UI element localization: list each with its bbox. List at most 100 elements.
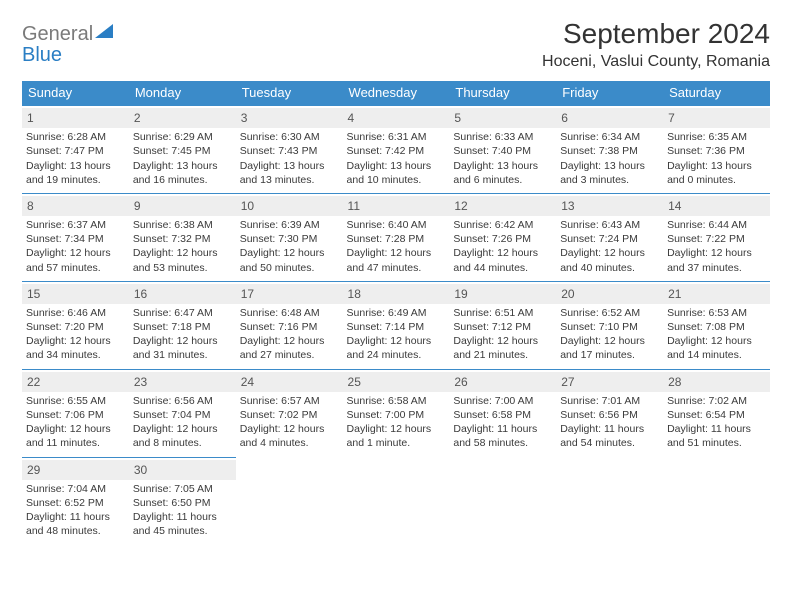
day-number: 22 xyxy=(22,372,129,392)
blank-cell xyxy=(663,457,770,544)
day-cell: 13Sunrise: 6:43 AMSunset: 7:24 PMDayligh… xyxy=(556,193,663,281)
day-details: Sunrise: 6:58 AMSunset: 7:00 PMDaylight:… xyxy=(347,394,446,451)
day-number: 6 xyxy=(556,108,663,128)
day-number: 17 xyxy=(236,284,343,304)
day-number: 8 xyxy=(22,196,129,216)
day-cell: 4Sunrise: 6:31 AMSunset: 7:42 PMDaylight… xyxy=(343,106,450,194)
day-details: Sunrise: 6:31 AMSunset: 7:42 PMDaylight:… xyxy=(347,130,446,187)
day-number: 29 xyxy=(22,460,129,480)
day-cell: 16Sunrise: 6:47 AMSunset: 7:18 PMDayligh… xyxy=(129,281,236,369)
day-number: 3 xyxy=(236,108,343,128)
day-number: 7 xyxy=(663,108,770,128)
weekday-header: Wednesday xyxy=(343,81,450,106)
day-cell: 28Sunrise: 7:02 AMSunset: 6:54 PMDayligh… xyxy=(663,369,770,457)
logo: General Blue xyxy=(22,18,113,66)
day-details: Sunrise: 6:44 AMSunset: 7:22 PMDaylight:… xyxy=(667,218,766,275)
day-number: 19 xyxy=(449,284,556,304)
day-cell: 18Sunrise: 6:49 AMSunset: 7:14 PMDayligh… xyxy=(343,281,450,369)
day-details: Sunrise: 6:38 AMSunset: 7:32 PMDaylight:… xyxy=(133,218,232,275)
blank-cell xyxy=(236,457,343,544)
blank-cell xyxy=(449,457,556,544)
day-details: Sunrise: 6:35 AMSunset: 7:36 PMDaylight:… xyxy=(667,130,766,187)
day-cell: 24Sunrise: 6:57 AMSunset: 7:02 PMDayligh… xyxy=(236,369,343,457)
day-cell: 23Sunrise: 6:56 AMSunset: 7:04 PMDayligh… xyxy=(129,369,236,457)
day-details: Sunrise: 6:48 AMSunset: 7:16 PMDaylight:… xyxy=(240,306,339,363)
day-cell: 10Sunrise: 6:39 AMSunset: 7:30 PMDayligh… xyxy=(236,193,343,281)
day-cell: 6Sunrise: 6:34 AMSunset: 7:38 PMDaylight… xyxy=(556,106,663,194)
day-number: 30 xyxy=(129,460,236,480)
day-details: Sunrise: 6:33 AMSunset: 7:40 PMDaylight:… xyxy=(453,130,552,187)
day-number: 18 xyxy=(343,284,450,304)
day-details: Sunrise: 6:52 AMSunset: 7:10 PMDaylight:… xyxy=(560,306,659,363)
logo-general: General xyxy=(22,23,93,45)
day-details: Sunrise: 6:46 AMSunset: 7:20 PMDaylight:… xyxy=(26,306,125,363)
calendar-body: 1Sunrise: 6:28 AMSunset: 7:47 PMDaylight… xyxy=(22,106,770,545)
day-cell: 29Sunrise: 7:04 AMSunset: 6:52 PMDayligh… xyxy=(22,457,129,544)
day-details: Sunrise: 6:47 AMSunset: 7:18 PMDaylight:… xyxy=(133,306,232,363)
day-details: Sunrise: 6:56 AMSunset: 7:04 PMDaylight:… xyxy=(133,394,232,451)
day-details: Sunrise: 6:42 AMSunset: 7:26 PMDaylight:… xyxy=(453,218,552,275)
day-details: Sunrise: 6:49 AMSunset: 7:14 PMDaylight:… xyxy=(347,306,446,363)
day-cell: 2Sunrise: 6:29 AMSunset: 7:45 PMDaylight… xyxy=(129,106,236,194)
day-number: 24 xyxy=(236,372,343,392)
day-cell: 21Sunrise: 6:53 AMSunset: 7:08 PMDayligh… xyxy=(663,281,770,369)
day-details: Sunrise: 6:39 AMSunset: 7:30 PMDaylight:… xyxy=(240,218,339,275)
day-details: Sunrise: 6:28 AMSunset: 7:47 PMDaylight:… xyxy=(26,130,125,187)
day-number: 12 xyxy=(449,196,556,216)
day-details: Sunrise: 6:40 AMSunset: 7:28 PMDaylight:… xyxy=(347,218,446,275)
day-details: Sunrise: 6:34 AMSunset: 7:38 PMDaylight:… xyxy=(560,130,659,187)
day-number: 9 xyxy=(129,196,236,216)
day-number: 14 xyxy=(663,196,770,216)
weekday-header: Monday xyxy=(129,81,236,106)
day-number: 26 xyxy=(449,372,556,392)
day-number: 13 xyxy=(556,196,663,216)
header-row: General Blue September 2024 Hoceni, Vasl… xyxy=(22,18,770,71)
title-block: September 2024 Hoceni, Vaslui County, Ro… xyxy=(542,18,770,71)
day-number: 21 xyxy=(663,284,770,304)
day-number: 1 xyxy=(22,108,129,128)
day-details: Sunrise: 6:30 AMSunset: 7:43 PMDaylight:… xyxy=(240,130,339,187)
day-cell: 19Sunrise: 6:51 AMSunset: 7:12 PMDayligh… xyxy=(449,281,556,369)
day-details: Sunrise: 7:05 AMSunset: 6:50 PMDaylight:… xyxy=(133,482,232,539)
day-cell: 27Sunrise: 7:01 AMSunset: 6:56 PMDayligh… xyxy=(556,369,663,457)
weekday-header: Saturday xyxy=(663,81,770,106)
day-cell: 3Sunrise: 6:30 AMSunset: 7:43 PMDaylight… xyxy=(236,106,343,194)
day-details: Sunrise: 7:04 AMSunset: 6:52 PMDaylight:… xyxy=(26,482,125,539)
blank-cell xyxy=(556,457,663,544)
day-details: Sunrise: 7:01 AMSunset: 6:56 PMDaylight:… xyxy=(560,394,659,451)
location-subtitle: Hoceni, Vaslui County, Romania xyxy=(542,53,770,71)
day-cell: 7Sunrise: 6:35 AMSunset: 7:36 PMDaylight… xyxy=(663,106,770,194)
day-cell: 15Sunrise: 6:46 AMSunset: 7:20 PMDayligh… xyxy=(22,281,129,369)
day-cell: 17Sunrise: 6:48 AMSunset: 7:16 PMDayligh… xyxy=(236,281,343,369)
day-cell: 14Sunrise: 6:44 AMSunset: 7:22 PMDayligh… xyxy=(663,193,770,281)
logo-sail-icon xyxy=(95,24,113,38)
day-details: Sunrise: 6:51 AMSunset: 7:12 PMDaylight:… xyxy=(453,306,552,363)
day-number: 27 xyxy=(556,372,663,392)
day-cell: 11Sunrise: 6:40 AMSunset: 7:28 PMDayligh… xyxy=(343,193,450,281)
day-number: 4 xyxy=(343,108,450,128)
day-details: Sunrise: 7:02 AMSunset: 6:54 PMDaylight:… xyxy=(667,394,766,451)
day-details: Sunrise: 6:57 AMSunset: 7:02 PMDaylight:… xyxy=(240,394,339,451)
day-cell: 1Sunrise: 6:28 AMSunset: 7:47 PMDaylight… xyxy=(22,106,129,194)
day-number: 10 xyxy=(236,196,343,216)
page-title: September 2024 xyxy=(542,18,770,50)
day-details: Sunrise: 6:29 AMSunset: 7:45 PMDaylight:… xyxy=(133,130,232,187)
day-details: Sunrise: 6:55 AMSunset: 7:06 PMDaylight:… xyxy=(26,394,125,451)
day-cell: 8Sunrise: 6:37 AMSunset: 7:34 PMDaylight… xyxy=(22,193,129,281)
day-number: 25 xyxy=(343,372,450,392)
blank-cell xyxy=(343,457,450,544)
day-number: 23 xyxy=(129,372,236,392)
day-cell: 30Sunrise: 7:05 AMSunset: 6:50 PMDayligh… xyxy=(129,457,236,544)
day-number: 20 xyxy=(556,284,663,304)
calendar-table: SundayMondayTuesdayWednesdayThursdayFrid… xyxy=(22,81,770,544)
day-details: Sunrise: 6:37 AMSunset: 7:34 PMDaylight:… xyxy=(26,218,125,275)
day-cell: 25Sunrise: 6:58 AMSunset: 7:00 PMDayligh… xyxy=(343,369,450,457)
weekday-header: Sunday xyxy=(22,81,129,106)
day-number: 16 xyxy=(129,284,236,304)
weekday-header: Tuesday xyxy=(236,81,343,106)
day-cell: 5Sunrise: 6:33 AMSunset: 7:40 PMDaylight… xyxy=(449,106,556,194)
day-cell: 20Sunrise: 6:52 AMSunset: 7:10 PMDayligh… xyxy=(556,281,663,369)
day-details: Sunrise: 6:43 AMSunset: 7:24 PMDaylight:… xyxy=(560,218,659,275)
day-number: 28 xyxy=(663,372,770,392)
day-cell: 12Sunrise: 6:42 AMSunset: 7:26 PMDayligh… xyxy=(449,193,556,281)
